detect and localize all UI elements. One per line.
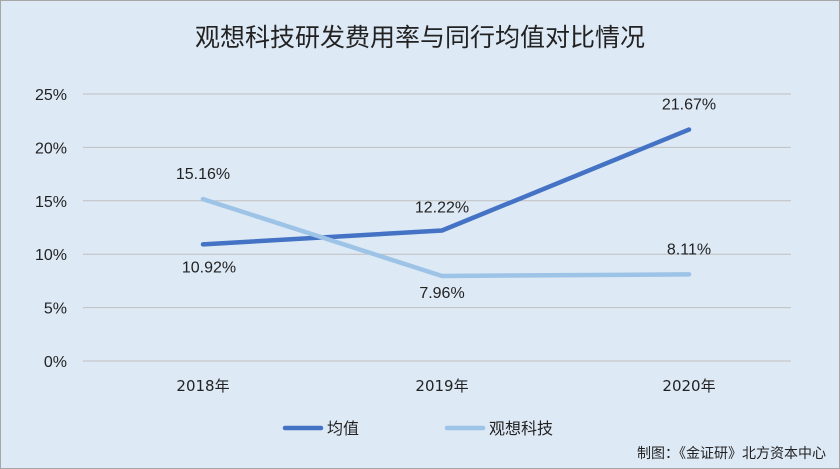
data-point (687, 127, 691, 132)
legend: 均值 观想科技 (282, 419, 553, 438)
data-label: 7.96% (419, 285, 464, 302)
credit-text: 制图：《金证研》北方资本中心 (637, 446, 826, 462)
data-label: 21.67% (662, 97, 716, 114)
data-label: 15.16% (176, 166, 230, 183)
x-tick-label: 2019年 (415, 377, 468, 395)
y-tick-label: 5% (44, 301, 67, 318)
y-tick-label: 10% (35, 247, 67, 264)
x-tick-label: 2018年 (176, 377, 229, 395)
y-tick-label: 20% (35, 140, 67, 157)
data-point (440, 273, 444, 278)
data-point (201, 242, 205, 247)
series-line-average (200, 127, 692, 247)
gridlines (83, 93, 791, 362)
legend-label: 观想科技 (489, 419, 553, 438)
y-tick-label: 15% (35, 194, 67, 211)
data-label: 12.22% (415, 199, 469, 216)
y-tick-label: 0% (44, 354, 67, 371)
data-point (201, 197, 205, 202)
data-label: 8.11% (667, 241, 711, 258)
chart-title: 观想科技研发费用率与同行均值对比情况 (195, 23, 645, 52)
legend-label: 均值 (327, 419, 359, 438)
data-point (440, 228, 444, 233)
y-tick-label: 25% (35, 87, 67, 104)
x-tick-label: 2020年 (662, 377, 715, 395)
y-axis-ticks: 0% 5% 10% 15% 20% 25% (35, 87, 67, 371)
series-lines (200, 127, 692, 279)
data-point (687, 272, 691, 277)
data-labels: 10.92% 12.22% 21.67% 15.16% 7.96% 8.11% (176, 97, 716, 302)
data-label: 10.92% (182, 259, 236, 276)
x-axis-ticks: 2018年 2019年 2020年 (176, 377, 715, 395)
